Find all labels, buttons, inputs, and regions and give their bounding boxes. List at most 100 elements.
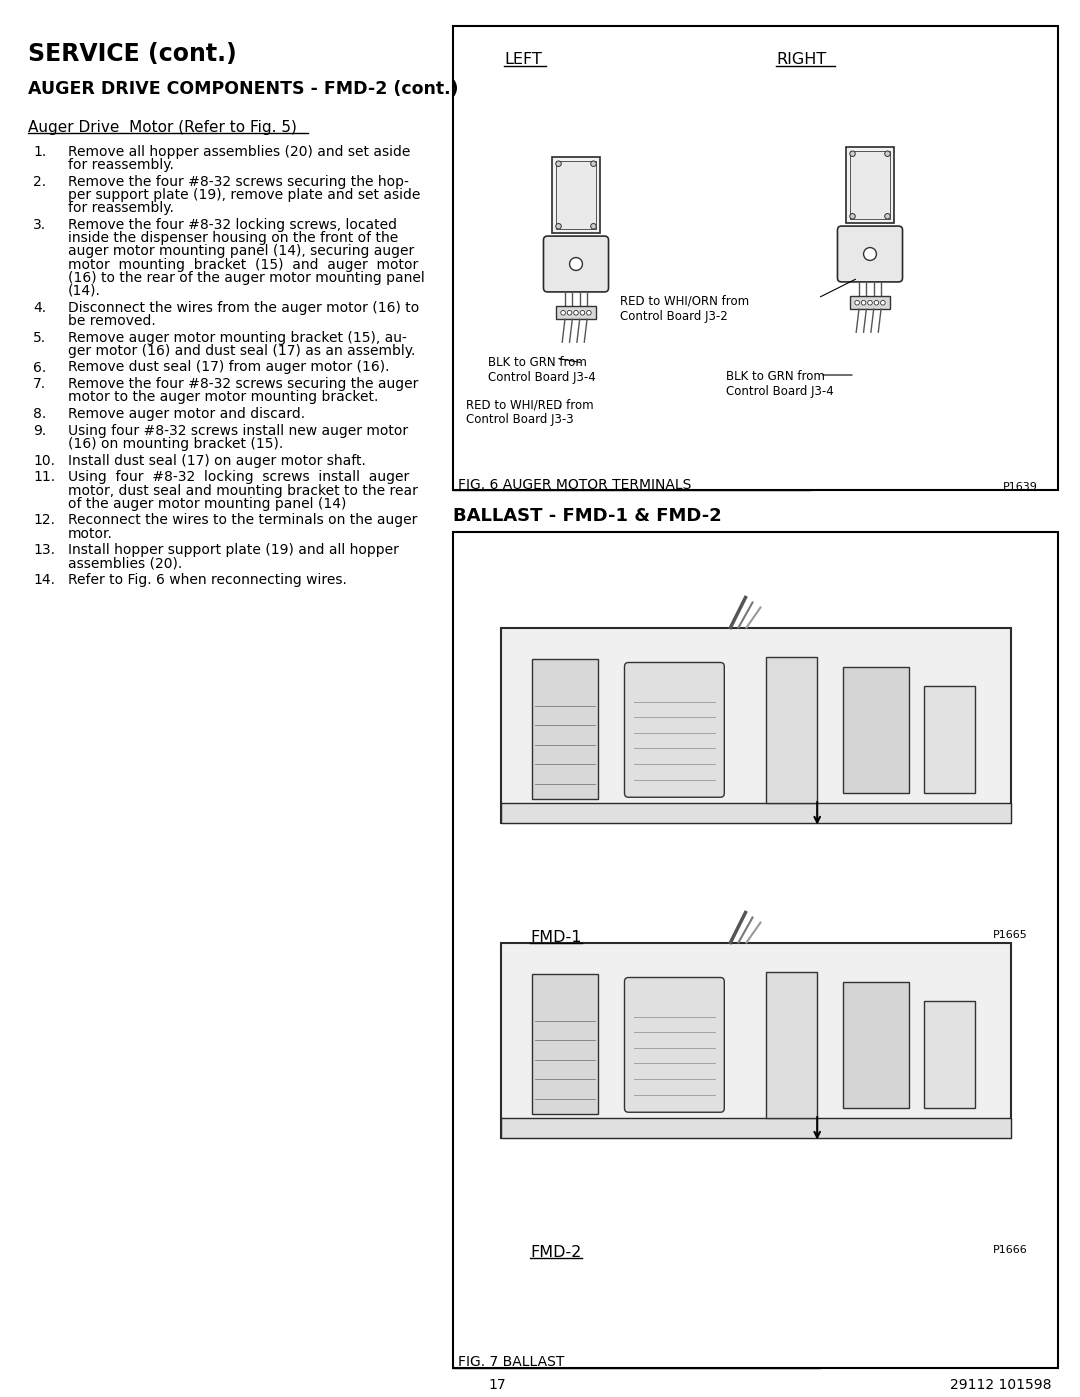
Text: 6.: 6.: [33, 360, 46, 374]
Text: Remove the four #8-32 screws securing the auger: Remove the four #8-32 screws securing th…: [68, 377, 418, 391]
Text: P1666: P1666: [993, 1245, 1028, 1255]
Circle shape: [861, 300, 866, 305]
Text: Remove auger motor and discard.: Remove auger motor and discard.: [68, 407, 306, 420]
Bar: [453, 532, 1058, 1368]
Text: for reassembly.: for reassembly.: [68, 158, 174, 172]
Text: Remove all hopper assemblies (20) and set aside: Remove all hopper assemblies (20) and se…: [68, 145, 410, 159]
Text: motor.: motor.: [68, 527, 113, 541]
Text: FMD-1: FMD-1: [530, 930, 581, 944]
Text: inside the dispenser housing on the front of the: inside the dispenser housing on the fron…: [68, 231, 399, 246]
Text: (14).: (14).: [68, 284, 100, 298]
Circle shape: [885, 214, 890, 219]
Bar: [501, 943, 1011, 1137]
Bar: [531, 659, 598, 799]
Circle shape: [855, 300, 860, 305]
Text: Remove dust seal (17) from auger motor (16).: Remove dust seal (17) from auger motor (…: [68, 360, 390, 374]
Text: Refer to Fig. 6 when reconnecting wires.: Refer to Fig. 6 when reconnecting wires.: [68, 573, 347, 587]
Text: assemblies (20).: assemblies (20).: [68, 556, 183, 570]
Text: Remove the four #8-32 screws securing the hop-: Remove the four #8-32 screws securing th…: [68, 175, 409, 189]
Text: Disconnect the wires from the auger motor (16) to: Disconnect the wires from the auger moto…: [68, 300, 419, 314]
Text: 29112 101598: 29112 101598: [950, 1377, 1052, 1391]
Text: 11.: 11.: [33, 471, 55, 485]
Bar: [556, 306, 596, 319]
Text: (16) to the rear of the auger motor mounting panel: (16) to the rear of the auger motor moun…: [68, 271, 424, 285]
Circle shape: [867, 300, 873, 305]
Circle shape: [556, 224, 562, 229]
Text: 3.: 3.: [33, 218, 46, 232]
Bar: [556, 161, 596, 229]
Circle shape: [874, 300, 879, 305]
Text: RED to WHI/RED from
Control Board J3-3: RED to WHI/RED from Control Board J3-3: [465, 398, 594, 426]
FancyBboxPatch shape: [837, 226, 903, 282]
Text: Remove the four #8-32 locking screws, located: Remove the four #8-32 locking screws, lo…: [68, 218, 397, 232]
Text: P1639: P1639: [1003, 482, 1038, 492]
Text: motor, dust seal and mounting bracket to the rear: motor, dust seal and mounting bracket to…: [68, 483, 418, 497]
Circle shape: [885, 151, 890, 156]
Text: BLK to GRN from
Control Board J3-4: BLK to GRN from Control Board J3-4: [726, 370, 834, 398]
Text: 12.: 12.: [33, 514, 55, 528]
Bar: [842, 666, 909, 793]
Bar: [501, 627, 1011, 823]
Bar: [924, 1002, 975, 1108]
Text: (16) on mounting bracket (15).: (16) on mounting bracket (15).: [68, 437, 283, 451]
Text: Using  four  #8-32  locking  screws  install  auger: Using four #8-32 locking screws install …: [68, 471, 409, 485]
Text: 10.: 10.: [33, 454, 55, 468]
Text: SERVICE (cont.): SERVICE (cont.): [28, 42, 237, 66]
Text: for reassembly.: for reassembly.: [68, 201, 174, 215]
Bar: [842, 982, 909, 1108]
Text: 13.: 13.: [33, 543, 55, 557]
Circle shape: [573, 310, 578, 316]
Text: Using four #8-32 screws install new auger motor: Using four #8-32 screws install new auge…: [68, 423, 408, 437]
Circle shape: [567, 310, 572, 316]
Circle shape: [880, 300, 886, 305]
Circle shape: [561, 310, 566, 316]
Circle shape: [864, 247, 877, 260]
Text: 7.: 7.: [33, 377, 46, 391]
Text: 8.: 8.: [33, 407, 46, 420]
Bar: [924, 686, 975, 793]
Circle shape: [850, 214, 855, 219]
Bar: [552, 158, 599, 233]
FancyBboxPatch shape: [624, 978, 725, 1112]
Circle shape: [591, 161, 596, 166]
Circle shape: [580, 310, 584, 316]
Text: Install hopper support plate (19) and all hopper: Install hopper support plate (19) and al…: [68, 543, 399, 557]
Text: 4.: 4.: [33, 300, 46, 314]
Bar: [531, 974, 598, 1113]
Bar: [453, 27, 1058, 490]
Text: Reconnect the wires to the terminals on the auger: Reconnect the wires to the terminals on …: [68, 514, 417, 528]
Bar: [766, 972, 818, 1118]
Text: LEFT: LEFT: [504, 52, 542, 67]
Bar: [850, 296, 890, 309]
Text: FMD-2: FMD-2: [530, 1245, 581, 1260]
FancyBboxPatch shape: [624, 662, 725, 798]
Text: ger motor (16) and dust seal (17) as an assembly.: ger motor (16) and dust seal (17) as an …: [68, 344, 416, 358]
Text: Install dust seal (17) on auger motor shaft.: Install dust seal (17) on auger motor sh…: [68, 454, 366, 468]
Text: motor to the auger motor mounting bracket.: motor to the auger motor mounting bracke…: [68, 390, 378, 404]
Text: Auger Drive  Motor (Refer to Fig. 5): Auger Drive Motor (Refer to Fig. 5): [28, 120, 297, 136]
Bar: [501, 1118, 1011, 1137]
Circle shape: [850, 151, 855, 156]
Text: BALLAST - FMD-1 & FMD-2: BALLAST - FMD-1 & FMD-2: [453, 507, 721, 525]
Text: AUGER DRIVE COMPONENTS - FMD-2 (cont.): AUGER DRIVE COMPONENTS - FMD-2 (cont.): [28, 80, 459, 98]
Text: 5.: 5.: [33, 331, 46, 345]
Text: FIG. 7 BALLAST: FIG. 7 BALLAST: [458, 1355, 565, 1369]
Text: auger motor mounting panel (14), securing auger: auger motor mounting panel (14), securin…: [68, 244, 415, 258]
Circle shape: [556, 161, 562, 166]
Text: RED to WHI/ORN from
Control Board J3-2: RED to WHI/ORN from Control Board J3-2: [620, 295, 750, 323]
Bar: [846, 147, 894, 222]
Text: 1.: 1.: [33, 145, 46, 159]
Text: RIGHT: RIGHT: [777, 52, 826, 67]
Text: motor  mounting  bracket  (15)  and  auger  motor: motor mounting bracket (15) and auger mo…: [68, 257, 418, 271]
Text: FIG. 6 AUGER MOTOR TERMINALS: FIG. 6 AUGER MOTOR TERMINALS: [458, 478, 691, 492]
Text: Remove auger motor mounting bracket (15), au-: Remove auger motor mounting bracket (15)…: [68, 331, 407, 345]
Text: of the auger motor mounting panel (14): of the auger motor mounting panel (14): [68, 497, 347, 511]
Circle shape: [586, 310, 591, 316]
Text: per support plate (19), remove plate and set aside: per support plate (19), remove plate and…: [68, 189, 420, 203]
Text: 2.: 2.: [33, 175, 46, 189]
FancyBboxPatch shape: [543, 236, 608, 292]
Text: be removed.: be removed.: [68, 314, 156, 328]
Bar: [850, 151, 890, 219]
Text: BLK to GRN from
Control Board J3-4: BLK to GRN from Control Board J3-4: [488, 356, 596, 384]
Text: P1665: P1665: [993, 930, 1028, 940]
